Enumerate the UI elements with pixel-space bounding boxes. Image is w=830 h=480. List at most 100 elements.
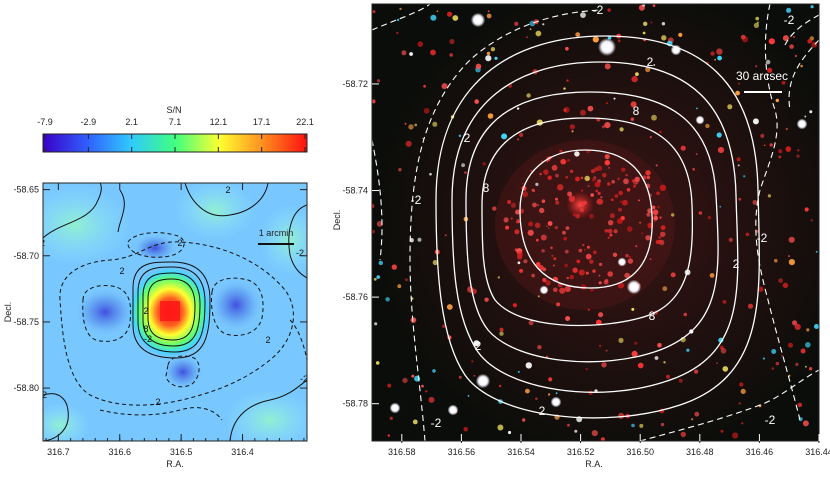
star bbox=[747, 303, 754, 309]
optical-contour-label: 2 bbox=[475, 339, 482, 353]
star bbox=[569, 124, 576, 130]
star bbox=[417, 237, 422, 242]
right-x-tick-labels: 316.58 316.56 316.54 316.52 316.50 316.48 316.… bbox=[388, 447, 830, 457]
optical-contour-label: 2 bbox=[733, 257, 740, 271]
star bbox=[499, 327, 504, 332]
sn-contour-label: 2 bbox=[265, 335, 270, 345]
star bbox=[641, 232, 644, 234]
star bbox=[809, 110, 813, 114]
star bbox=[604, 229, 609, 233]
star bbox=[551, 164, 558, 171]
star bbox=[653, 219, 657, 223]
star bbox=[642, 4, 646, 7]
star bbox=[720, 348, 727, 354]
star bbox=[554, 226, 558, 230]
star bbox=[514, 21, 519, 26]
star bbox=[756, 21, 760, 24]
star bbox=[654, 356, 659, 360]
star bbox=[387, 434, 390, 437]
star bbox=[571, 130, 574, 133]
star bbox=[800, 64, 803, 68]
star bbox=[651, 205, 656, 210]
star bbox=[634, 341, 638, 345]
star bbox=[526, 93, 531, 98]
right-x-tick-label: 316.46 bbox=[746, 447, 774, 457]
star bbox=[396, 18, 400, 22]
star bbox=[653, 212, 658, 216]
star bbox=[797, 149, 800, 152]
star bbox=[683, 312, 688, 317]
star bbox=[762, 357, 766, 360]
star bbox=[609, 233, 613, 237]
star bbox=[678, 32, 683, 38]
star bbox=[536, 204, 540, 207]
star bbox=[494, 56, 498, 60]
star bbox=[775, 98, 779, 103]
star bbox=[587, 105, 594, 112]
sn-contour-label: 2 bbox=[177, 238, 182, 248]
star bbox=[598, 312, 604, 318]
star bbox=[694, 411, 700, 417]
star bbox=[529, 28, 532, 31]
star bbox=[402, 377, 408, 384]
star bbox=[614, 194, 619, 198]
star bbox=[626, 188, 631, 192]
star bbox=[645, 235, 651, 241]
star bbox=[542, 23, 545, 26]
star bbox=[531, 273, 535, 278]
star bbox=[592, 178, 596, 182]
star bbox=[657, 205, 660, 209]
star bbox=[534, 222, 541, 229]
star bbox=[692, 168, 695, 171]
star bbox=[645, 170, 651, 176]
star bbox=[576, 259, 581, 264]
star bbox=[565, 46, 569, 51]
star bbox=[519, 132, 524, 137]
star bbox=[720, 429, 724, 433]
colorbar-tick-label: 2.1 bbox=[125, 117, 138, 127]
sn-contour-label: -2 bbox=[39, 390, 47, 400]
star bbox=[602, 172, 607, 178]
star bbox=[587, 308, 590, 311]
star bbox=[372, 203, 375, 209]
star bbox=[492, 206, 497, 211]
star bbox=[626, 226, 633, 232]
star bbox=[432, 259, 438, 266]
star bbox=[782, 282, 789, 288]
star bbox=[794, 323, 801, 330]
star bbox=[567, 159, 570, 162]
star bbox=[659, 184, 667, 191]
star bbox=[600, 196, 603, 199]
star bbox=[659, 216, 662, 219]
star bbox=[625, 173, 628, 177]
star bbox=[752, 200, 758, 205]
star bbox=[526, 36, 528, 38]
star bbox=[535, 262, 541, 267]
star bbox=[805, 342, 811, 348]
star bbox=[745, 232, 750, 237]
left-x-tick-labels: 316.7 316.6 316.5 316.4 bbox=[47, 447, 254, 457]
star bbox=[432, 369, 436, 373]
star bbox=[543, 169, 549, 175]
star bbox=[541, 199, 546, 203]
star bbox=[659, 130, 662, 134]
star bbox=[758, 286, 764, 292]
colorbar-tick-label: 17.1 bbox=[253, 117, 271, 127]
star bbox=[404, 122, 407, 125]
star bbox=[391, 264, 397, 270]
bright-star-core bbox=[698, 118, 702, 122]
star bbox=[474, 99, 480, 104]
star bbox=[604, 122, 611, 129]
star bbox=[582, 243, 585, 247]
star-field bbox=[372, 4, 819, 441]
star bbox=[619, 200, 622, 203]
right-x-axis-label: R.A. bbox=[585, 459, 603, 469]
star bbox=[649, 136, 652, 139]
star bbox=[613, 229, 618, 234]
star bbox=[548, 227, 550, 229]
right-plot-frame bbox=[371, 3, 820, 442]
star bbox=[778, 278, 783, 283]
star bbox=[644, 177, 647, 180]
star bbox=[786, 7, 792, 13]
